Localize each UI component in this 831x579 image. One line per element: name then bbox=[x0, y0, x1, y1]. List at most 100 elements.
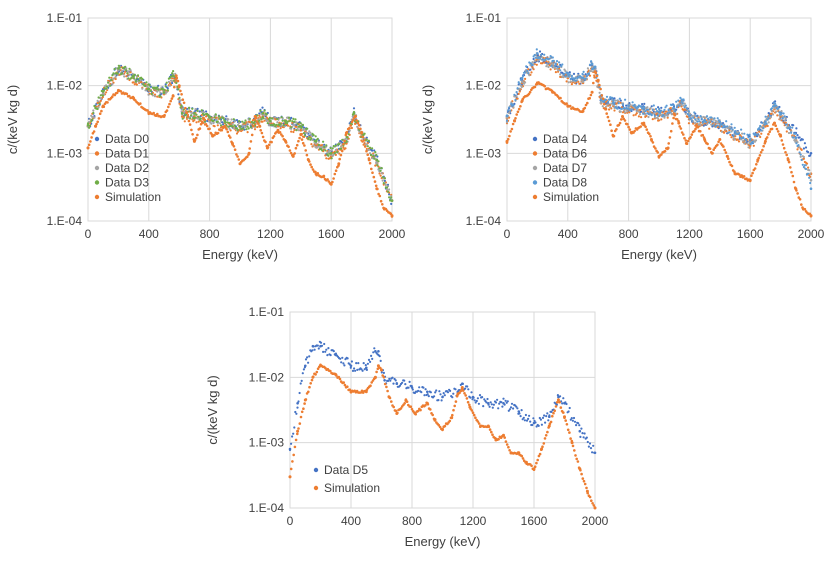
data-point bbox=[375, 187, 379, 191]
data-point bbox=[296, 402, 299, 405]
data-point bbox=[223, 119, 227, 123]
data-point bbox=[479, 424, 483, 428]
data-point bbox=[593, 65, 597, 69]
spectrum-chart-d5: 0 400 800 1200 1600 2000 1.E-04 1.E-03 1.E-02 1.E… bbox=[200, 292, 630, 574]
data-point bbox=[253, 115, 257, 118]
data-point bbox=[238, 162, 242, 166]
data-point bbox=[809, 214, 813, 218]
data-point bbox=[748, 178, 752, 182]
data-point bbox=[193, 112, 196, 115]
data-point bbox=[593, 451, 597, 455]
data-point bbox=[404, 399, 408, 403]
data-point bbox=[517, 451, 521, 455]
data-point bbox=[303, 398, 307, 402]
data-point bbox=[450, 416, 454, 420]
data-point bbox=[642, 107, 646, 110]
series-simulation bbox=[288, 363, 597, 510]
x-tick-label: 800 bbox=[200, 227, 220, 241]
legend-marker bbox=[532, 165, 538, 171]
y-tick-label: 1.E-04 bbox=[466, 214, 502, 228]
data-point bbox=[612, 101, 615, 104]
legend-label: Data D3 bbox=[105, 176, 149, 190]
data-point bbox=[247, 151, 251, 155]
data-point bbox=[349, 364, 353, 368]
data-point bbox=[677, 121, 681, 125]
data-point bbox=[684, 141, 688, 145]
data-point bbox=[284, 139, 288, 143]
data-point bbox=[461, 382, 464, 385]
data-point bbox=[578, 467, 582, 471]
data-point bbox=[171, 74, 175, 78]
data-point bbox=[319, 364, 322, 368]
data-point bbox=[581, 109, 585, 113]
data-point bbox=[413, 412, 417, 415]
legend-label: Data D7 bbox=[543, 161, 587, 175]
data-point bbox=[180, 112, 184, 115]
data-point bbox=[551, 62, 554, 66]
data-point bbox=[367, 158, 371, 162]
data-point bbox=[642, 121, 646, 125]
data-point bbox=[94, 124, 98, 128]
data-point bbox=[585, 489, 589, 493]
legend-label: Simulation bbox=[105, 190, 161, 204]
data-point bbox=[334, 353, 338, 357]
data-point bbox=[349, 390, 353, 394]
legend-marker bbox=[94, 136, 100, 142]
y-tick-label: 1.E-04 bbox=[47, 214, 83, 228]
legend-marker bbox=[94, 180, 100, 185]
data-point bbox=[147, 87, 151, 91]
data-point bbox=[524, 460, 528, 464]
y-tick-label: 1.E-02 bbox=[466, 79, 502, 93]
data-point bbox=[284, 119, 287, 123]
data-point bbox=[269, 119, 272, 123]
data-point bbox=[657, 110, 661, 114]
data-point bbox=[666, 146, 670, 150]
data-point bbox=[486, 424, 490, 428]
data-point bbox=[502, 402, 505, 405]
data-point bbox=[390, 199, 394, 202]
data-point bbox=[238, 125, 242, 128]
data-point bbox=[311, 375, 315, 379]
data-point bbox=[433, 418, 437, 422]
legend-label: Data D4 bbox=[543, 132, 587, 146]
data-point bbox=[258, 124, 262, 128]
data-point bbox=[211, 134, 215, 138]
data-point bbox=[794, 187, 798, 191]
data-point bbox=[410, 386, 414, 389]
data-point bbox=[563, 402, 566, 405]
legend-label: Data D8 bbox=[543, 176, 587, 190]
data-point bbox=[364, 390, 368, 394]
data-point bbox=[380, 368, 383, 372]
data-point bbox=[718, 120, 722, 124]
data-point bbox=[395, 412, 399, 415]
data-point bbox=[329, 152, 333, 155]
data-point bbox=[334, 373, 338, 377]
data-point bbox=[132, 96, 136, 100]
data-point bbox=[425, 401, 429, 405]
data-point bbox=[672, 112, 676, 116]
data-point bbox=[756, 158, 760, 162]
data-point bbox=[304, 364, 307, 368]
data-point bbox=[551, 90, 555, 94]
x-axis-title: Energy (keV) bbox=[405, 534, 481, 549]
data-point bbox=[725, 154, 729, 158]
data-point bbox=[502, 433, 505, 437]
data-point bbox=[536, 52, 539, 55]
data-point bbox=[520, 80, 524, 83]
data-point bbox=[354, 115, 357, 118]
data-point bbox=[395, 382, 399, 385]
data-point bbox=[314, 172, 318, 176]
data-point bbox=[223, 124, 227, 128]
data-point bbox=[703, 118, 706, 122]
data-point bbox=[548, 415, 551, 418]
data-point bbox=[621, 115, 624, 118]
data-point bbox=[185, 111, 189, 115]
data-point bbox=[162, 91, 166, 94]
y-tick-label: 1.E-01 bbox=[466, 11, 502, 25]
data-point bbox=[426, 390, 429, 394]
data-point bbox=[337, 162, 341, 166]
data-point bbox=[322, 175, 326, 179]
y-axis-title: c/(keV kg d) bbox=[420, 85, 435, 154]
data-point bbox=[551, 59, 554, 63]
